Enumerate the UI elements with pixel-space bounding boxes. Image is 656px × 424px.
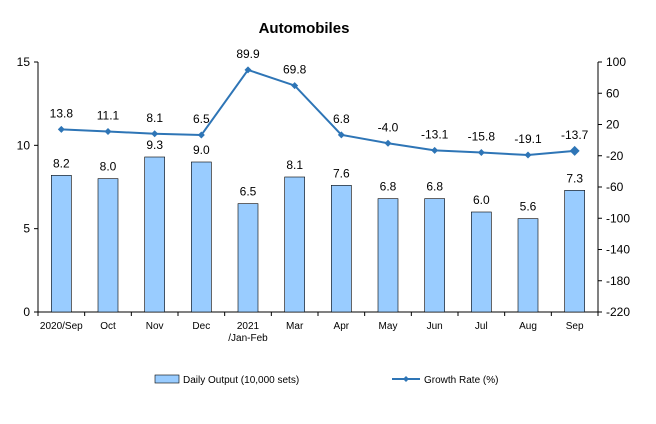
bar [331,185,352,313]
left-tick-label: 0 [23,305,30,319]
line-point-marker [57,125,65,133]
x-tick-label: Apr [334,321,350,332]
right-tick-label: -140 [606,243,630,257]
x-tick-label-line: Jul [475,321,488,332]
right-tick-label: -60 [606,180,624,194]
x-tick-label: Jun [427,321,443,332]
bar [237,203,259,313]
bar [144,156,165,313]
right-tick-label: 20 [606,118,620,132]
line-point-marker [384,139,392,147]
x-tick-label: Aug [519,321,537,332]
x-tick-label: Oct [100,321,116,332]
data-labels: 8.2 8.0 9.3 9.0 6.5 8.1 7.6 6.8 6.8 6.0 5.6 7.3 13.8… [50,47,589,214]
right-tick-label: -20 [606,149,624,163]
axes: 0 5 10 15 100 60 20 -20 -60 -100 -140 -180 -220 2020/… [17,55,631,344]
legend-label-daily-output: Daily Output (10,000 sets) [183,375,299,386]
legend-marker-growth-rate [403,376,409,382]
line-value-label: 6.5 [193,112,210,126]
line-value-label: -13.1 [421,127,449,141]
line-value-label: 8.1 [146,111,163,125]
bar-value-label: 7.3 [566,171,583,185]
x-tick-label-line: Dec [192,321,210,332]
x-tick-label: Jul [475,321,488,332]
bar [377,198,399,313]
bar-value-label: 5.6 [520,200,537,214]
line-value-label: -13.7 [561,128,589,142]
x-tick-label-line: Sep [566,321,584,332]
line-point-marker [291,82,299,90]
bar-value-label: 6.5 [240,185,257,199]
left-tick-label: 10 [17,138,31,152]
bar [424,198,445,313]
line-point-marker [477,148,485,156]
bar-value-label: 6.8 [426,180,443,194]
right-tick-label: -100 [606,211,630,225]
right-tick-label: 100 [606,55,626,69]
bar [97,178,119,313]
bar-value-label: 8.2 [53,156,70,170]
bar [191,161,212,313]
right-tick-label: -220 [606,305,630,319]
x-tick-label-line: 2020/Sep [40,321,83,332]
growth-rate-line [61,68,575,157]
x-tick-label: May [379,321,398,332]
line-point-marker [337,131,345,139]
x-tick-label-line: /Jan-Feb [228,333,268,344]
x-tick-label-line: May [379,321,398,332]
bar-value-label: 7.6 [333,166,350,180]
left-tick-label: 5 [23,222,30,236]
bar [471,211,492,313]
left-tick-label: 15 [17,55,31,69]
x-tick-label: 2021/Jan-Feb [228,321,268,344]
bar [284,176,305,313]
bar-value-label: 9.0 [193,143,210,157]
line-value-label: 6.8 [333,112,350,126]
line-series [57,66,580,159]
x-tick-label-line: 2021 [237,321,260,332]
x-tick-label: Nov [146,321,164,332]
legend: Daily Output (10,000 sets) Growth Rate (%… [154,374,498,386]
x-tick-label-line: Aug [519,321,537,332]
bar-series [51,156,585,313]
legend-swatch-daily-output [154,374,180,384]
line-point-marker [104,127,112,135]
line-value-label: 89.9 [236,47,260,61]
line-point-marker [569,145,580,156]
bar-value-label: 9.3 [146,138,163,152]
legend-label-growth-rate: Growth Rate (%) [424,375,498,386]
x-tick-label: Mar [286,321,304,332]
x-tick-label: Sep [566,321,584,332]
right-tick-label: 60 [606,86,620,100]
line-point-marker [151,130,159,138]
line-point-marker [431,146,439,154]
bar [517,218,539,313]
x-tick-label: Dec [192,321,210,332]
x-tick-label-line: Jun [427,321,443,332]
bar [564,190,585,313]
x-tick-label-line: Mar [286,321,304,332]
bar-value-label: 8.0 [100,160,117,174]
chart-title: Automobiles [259,20,350,37]
x-tick-label-line: Apr [334,321,350,332]
x-tick-label-line: Oct [100,321,116,332]
line-value-label: -4.0 [378,120,399,134]
line-point-marker [244,66,252,74]
line-point-marker [197,131,205,139]
x-tick-label-line: Nov [146,321,164,332]
bar-value-label: 6.0 [473,193,490,207]
right-tick-label: -180 [606,274,630,288]
line-value-label: 13.8 [50,106,74,120]
line-point-marker [524,151,532,159]
line-value-label: -19.1 [514,132,542,146]
bar [51,175,72,313]
line-value-label: 69.8 [283,63,307,77]
bar-value-label: 8.1 [286,158,303,172]
line-value-label: -15.8 [468,129,496,143]
line-value-label: 11.1 [97,108,120,122]
x-tick-label: 2020/Sep [40,321,83,332]
bar-value-label: 6.8 [380,180,397,194]
